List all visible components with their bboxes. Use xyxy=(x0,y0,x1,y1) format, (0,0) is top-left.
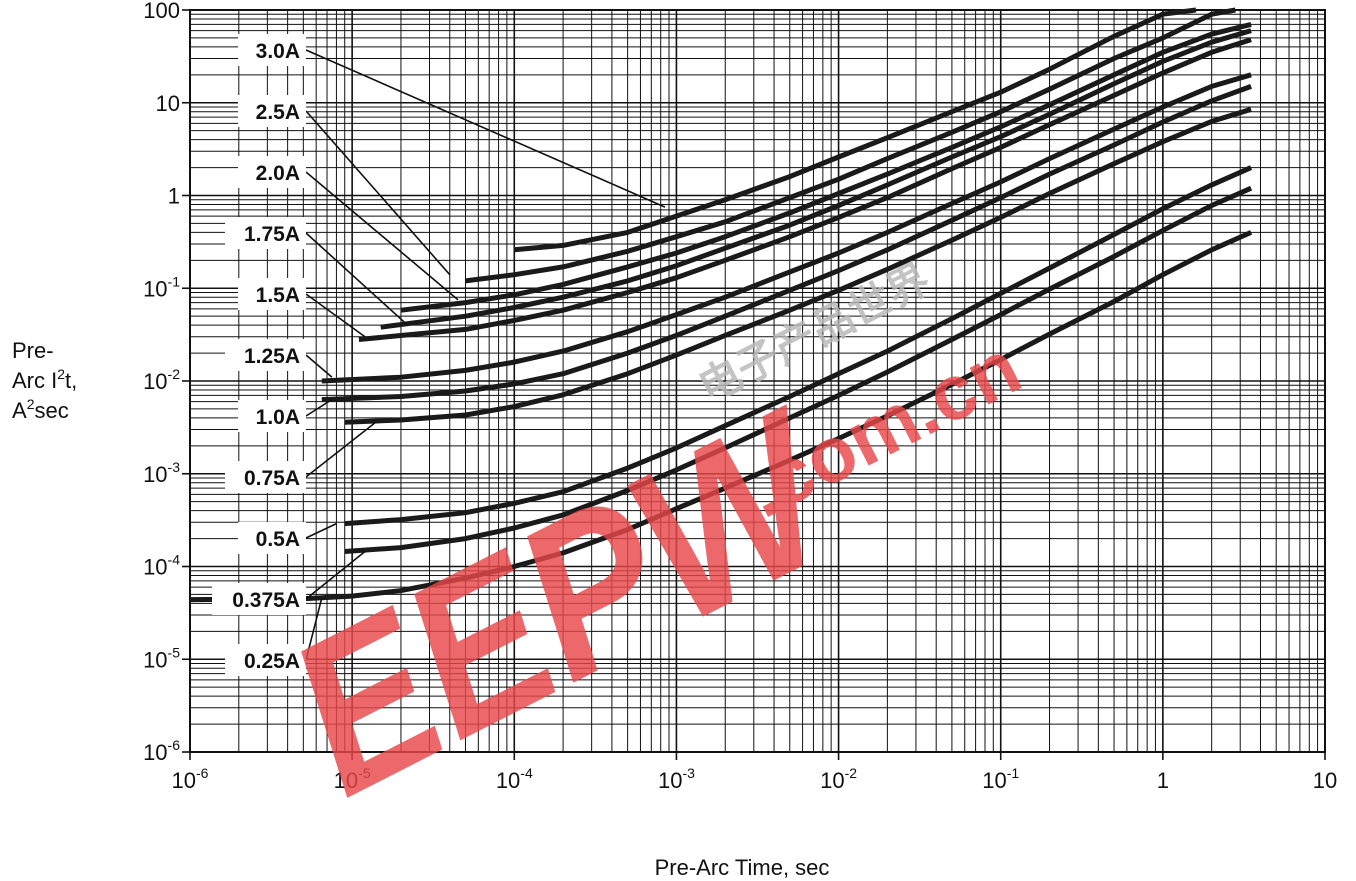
series-leader-line xyxy=(305,354,333,378)
x-tick-label: 10-2 xyxy=(820,765,857,793)
series-label-box xyxy=(238,400,306,432)
x-tick-label: 10-1 xyxy=(982,765,1019,793)
x-tick-label: 10 xyxy=(1313,768,1337,793)
series-line-2-0A xyxy=(400,21,1252,313)
series-label-box xyxy=(225,339,306,371)
y-axis-title-line2b: t, xyxy=(65,368,77,393)
plot-frame xyxy=(189,9,1326,753)
series-line-1-25A xyxy=(321,72,1252,384)
y-axis-title-line3a: A xyxy=(12,398,27,423)
svg-text:Arc I2t,: Arc I2t, xyxy=(12,366,77,393)
y-tick-label: 10-4 xyxy=(143,552,180,580)
y-tick-labels: 10-6 10-5 10-4 10-3 10-2 10-1 1 10 100 xyxy=(143,0,180,765)
series-line-1-0A xyxy=(321,84,1252,403)
series-leader-line xyxy=(305,550,366,600)
y-axis-title-sup1: 2 xyxy=(57,366,65,382)
series-label: 1.75A xyxy=(244,223,300,246)
series-label-box xyxy=(212,583,306,615)
y-axis-title: Pre- Arc I2t, A2sec xyxy=(12,338,77,423)
series-lines xyxy=(189,7,1253,603)
x-tick-label: 10-6 xyxy=(172,765,209,793)
series-labels: 3.0A 2.5A 2.0A 1.75A 1.5A 1.25A 1.0A 0.75A 0.5A 0… xyxy=(212,34,306,676)
series-label: 1.25A xyxy=(244,345,300,368)
series-label: 0.75A xyxy=(244,467,300,490)
series-label: 0.25A xyxy=(244,650,300,673)
series-label-box xyxy=(238,522,306,554)
series-leader-line xyxy=(305,597,323,661)
x-tick-label: 10-3 xyxy=(658,765,695,793)
y-axis-title-line1: Pre- xyxy=(12,338,54,363)
series-line-0-375A xyxy=(344,185,1253,554)
series-line-0-5A xyxy=(344,165,1253,527)
series-label-box xyxy=(225,461,306,493)
y-tick-label: 10-3 xyxy=(143,459,180,487)
series-leader-line xyxy=(305,293,366,338)
series-leader-line xyxy=(305,398,333,417)
x-tick-labels: 10-6 10-5 10-4 10-3 10-2 10-1 1 10 xyxy=(172,765,1338,793)
series-label-box xyxy=(238,34,306,66)
y-axis-title-line3b: sec xyxy=(34,398,68,423)
series-label-box xyxy=(225,217,306,249)
series-line-0-75A xyxy=(344,106,1252,425)
series-label: 2.5A xyxy=(256,101,300,124)
series-label-box xyxy=(238,278,306,310)
y-tick-label: 1 xyxy=(168,184,180,209)
series-label: 0.375A xyxy=(232,589,300,612)
x-axis-title: Pre-Arc Time, sec xyxy=(655,855,830,880)
x-tick-label: 1 xyxy=(1157,768,1169,793)
series-line-2-5A xyxy=(465,7,1236,284)
y-axis-title-line2a: Arc I xyxy=(12,368,57,393)
y-tick-label: 10-1 xyxy=(143,273,180,301)
series-line-1-75A xyxy=(380,28,1252,330)
series-label-box xyxy=(225,644,306,676)
series-label: 1.0A xyxy=(256,406,300,429)
y-tick-label: 10-6 xyxy=(143,737,180,765)
series-leader-line xyxy=(305,49,666,208)
svg-text:Pre-: Pre- xyxy=(12,338,54,363)
series-label-box xyxy=(238,95,306,127)
series-leader-line xyxy=(305,110,451,276)
y-axis-title-sup2: 2 xyxy=(27,396,35,412)
series-leader-line xyxy=(305,421,377,478)
series-leader-line xyxy=(305,522,337,539)
series-line-3-0A xyxy=(514,7,1197,253)
series-line-1-5A xyxy=(358,37,1252,342)
series-leader-line xyxy=(305,232,409,326)
series-leader-line xyxy=(305,171,459,301)
x-tick-label: 10-5 xyxy=(334,765,371,793)
y-tick-label: 10-5 xyxy=(143,644,180,672)
series-label-box xyxy=(238,156,306,188)
label-leader-lines xyxy=(305,49,666,661)
series-line-0-25A xyxy=(189,230,1253,603)
series-label: 1.5A xyxy=(256,284,300,307)
y-tick-label: 10 xyxy=(156,91,180,116)
y-tick-label: 100 xyxy=(143,0,180,23)
series-label: 2.0A xyxy=(256,162,300,185)
x-tick-label: 10-4 xyxy=(496,765,533,793)
series-label: 3.0A xyxy=(256,40,300,63)
series-label: 0.5A xyxy=(256,528,300,551)
svg-text:A2sec: A2sec xyxy=(12,396,69,423)
y-tick-label: 10-2 xyxy=(143,366,180,394)
